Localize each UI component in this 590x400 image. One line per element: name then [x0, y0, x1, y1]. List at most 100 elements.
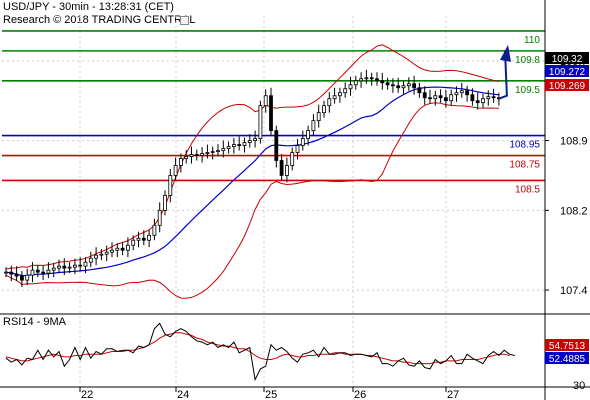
price-tag-label: 109.269	[549, 81, 586, 92]
level-label: 108.95	[509, 140, 540, 151]
candle-body	[417, 87, 422, 94]
y-tick-label: 108.9	[560, 136, 588, 148]
x-tick-label: 26	[354, 389, 366, 400]
y-tick-label: 107.4	[560, 285, 588, 297]
candle-body	[401, 85, 406, 89]
candle-body	[284, 165, 289, 176]
candle-body	[279, 160, 284, 176]
rsi-panel: 30 54.7513 52.4885	[5, 322, 589, 392]
rsi-label: RSI14 - 9MA	[3, 316, 66, 328]
candle-body	[353, 80, 358, 86]
candle-body	[189, 154, 194, 157]
candle-body	[337, 92, 342, 97]
candle-body	[385, 82, 390, 86]
candle-body	[396, 85, 401, 89]
candle-body	[99, 253, 104, 256]
candle-body	[9, 271, 14, 275]
candle-body	[247, 140, 252, 143]
candle-body	[163, 194, 167, 211]
candle-body	[141, 237, 146, 241]
candle-body	[25, 274, 30, 281]
projection-arrow	[498, 50, 508, 100]
candle-body	[126, 244, 130, 251]
candle-body	[205, 152, 210, 154]
candle-body	[290, 152, 295, 166]
candle-body	[62, 265, 67, 269]
candle-body	[136, 237, 141, 241]
candle-body	[428, 97, 432, 100]
candle-body	[57, 265, 61, 269]
price-tag-bg	[545, 65, 589, 77]
candle-body	[263, 95, 268, 107]
candle-body	[316, 112, 321, 122]
level-label: 108.75	[509, 160, 540, 171]
x-tick-label: 24	[177, 389, 189, 400]
candle-body	[115, 247, 120, 251]
candle-body	[295, 145, 300, 153]
candle-body	[226, 146, 231, 149]
rsi-tag-label: 52.4885	[549, 354, 586, 365]
bollinger-lower	[5, 102, 499, 299]
candle-body	[322, 105, 326, 114]
level-label: 109.8	[515, 55, 540, 66]
settings-icon[interactable]	[180, 16, 189, 25]
candle-body	[422, 92, 427, 99]
candle-body	[306, 130, 311, 139]
candle-body	[168, 175, 173, 196]
candle-body	[438, 95, 443, 99]
candle-body	[184, 156, 189, 159]
candle-body	[475, 100, 480, 104]
candle-body	[221, 148, 226, 151]
price-tag-label: 109.272	[549, 67, 586, 78]
candle-body	[46, 269, 51, 274]
projection-arrowhead	[500, 44, 511, 62]
candle-body	[470, 94, 475, 102]
candle-body	[406, 83, 411, 87]
candle-body	[412, 83, 417, 89]
rsi-tag-bg	[545, 339, 589, 351]
candle-body	[88, 257, 93, 263]
bollinger-bands	[5, 44, 500, 299]
candle-body	[274, 130, 279, 161]
candle-body	[178, 158, 183, 166]
projection	[498, 44, 511, 100]
candle-body	[51, 267, 56, 271]
candle-body	[332, 95, 337, 100]
candle-body	[491, 96, 496, 99]
price-tag-bg	[545, 79, 589, 91]
level-label: 108.5	[515, 184, 540, 195]
chart-subtitle: Research © 2018 TRADING CENTRAL	[3, 14, 196, 26]
rsi-line	[5, 322, 515, 382]
candle-body	[375, 78, 379, 82]
candle-body	[269, 95, 273, 132]
candle-body	[443, 97, 448, 102]
price-tag-label: 109.32	[552, 54, 583, 65]
candle-body	[30, 269, 35, 276]
candle-body	[120, 247, 125, 251]
level-label: 110	[524, 35, 540, 46]
price-tags: 109.32 109.272 109.269	[545, 52, 589, 92]
candle-body	[231, 144, 236, 147]
candle-body	[19, 275, 24, 281]
bollinger-upper	[5, 44, 500, 270]
candle-body	[157, 209, 162, 226]
candle-body	[173, 165, 178, 176]
moving-average-line	[5, 86, 499, 277]
candle-body	[35, 269, 40, 273]
candle-body	[327, 98, 332, 107]
grid-layer	[2, 16, 545, 387]
candle-body	[237, 144, 242, 146]
rsi-tick-30: 30	[573, 380, 585, 392]
candle-body	[369, 77, 374, 80]
candle-body	[300, 138, 305, 146]
candle-body	[481, 98, 485, 104]
candle-body	[73, 264, 77, 268]
level-lines: 110 109.8 109.5 108.95 108.75 108.5	[2, 30, 545, 195]
candle-body	[110, 249, 114, 253]
candle-body	[486, 96, 491, 100]
y-tick-label: 108.2	[560, 205, 588, 217]
candle-body	[67, 266, 72, 269]
x-tick-label: 22	[81, 389, 93, 400]
